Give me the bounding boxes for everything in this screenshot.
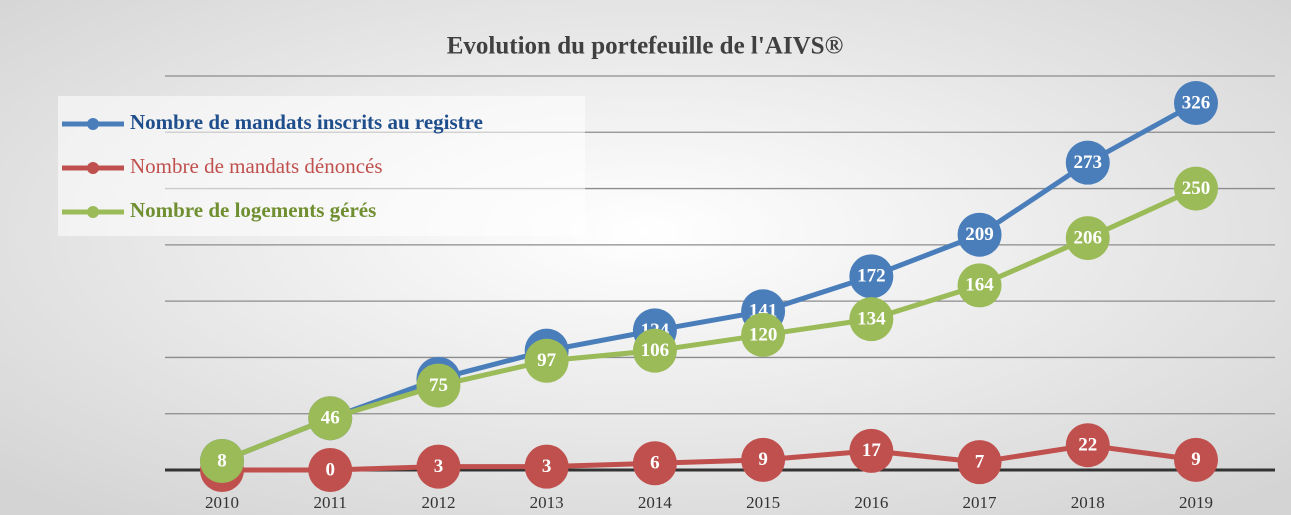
data-label: 17 bbox=[862, 440, 882, 461]
x-tick-label: 2010 bbox=[205, 493, 239, 512]
data-label: 3 bbox=[434, 456, 444, 477]
data-label: 209 bbox=[965, 224, 994, 245]
point-marker bbox=[741, 312, 786, 357]
data-label: 250 bbox=[1182, 178, 1211, 199]
data-label: 134 bbox=[857, 309, 886, 330]
point-marker bbox=[849, 297, 894, 342]
legend-label: Nombre de mandats inscrits au registre bbox=[130, 110, 483, 134]
point-marker bbox=[308, 448, 353, 492]
legend-label: Nombre de mandats dénoncés bbox=[130, 154, 383, 178]
point-marker bbox=[416, 444, 461, 489]
data-label: 7 bbox=[975, 451, 985, 472]
data-label: 273 bbox=[1074, 152, 1103, 173]
series-line bbox=[221, 186, 1198, 464]
data-label: 8 bbox=[217, 450, 227, 471]
point-marker bbox=[957, 263, 1002, 308]
point-marker bbox=[849, 428, 894, 473]
data-label: 206 bbox=[1074, 227, 1103, 248]
data-label: 164 bbox=[965, 275, 994, 296]
point-marker bbox=[849, 254, 894, 299]
x-tick-label: 2015 bbox=[746, 493, 780, 512]
data-label: 6 bbox=[650, 453, 660, 474]
data-label: 106 bbox=[641, 340, 670, 361]
x-tick-label: 2017 bbox=[963, 493, 998, 512]
x-tick-label: 2016 bbox=[854, 493, 888, 512]
point-marker bbox=[957, 440, 1002, 485]
point-marker bbox=[1174, 437, 1218, 482]
point-marker bbox=[1065, 140, 1110, 185]
data-label: 0 bbox=[325, 459, 335, 480]
chart-title: Evolution du portefeuille de l'AIVS® bbox=[447, 33, 844, 60]
legend-label: Nombre de logements gérés bbox=[130, 198, 376, 222]
data-label: 22 bbox=[1078, 435, 1097, 456]
data-label: 326 bbox=[1182, 92, 1211, 113]
series-line bbox=[221, 100, 1198, 464]
x-tick-label: 2019 bbox=[1179, 493, 1213, 512]
legend-box bbox=[58, 96, 585, 236]
data-label: 9 bbox=[758, 449, 768, 470]
point-marker bbox=[200, 438, 244, 483]
legend-marker bbox=[87, 118, 99, 130]
point-marker bbox=[1174, 81, 1218, 126]
x-tick-label: 2012 bbox=[421, 493, 455, 512]
x-tick-label: 2018 bbox=[1071, 493, 1105, 512]
point-marker bbox=[632, 441, 677, 486]
x-tick-label: 2014 bbox=[638, 493, 673, 512]
data-label: 9 bbox=[1191, 449, 1201, 470]
legend-marker bbox=[87, 162, 99, 174]
data-label: 172 bbox=[857, 266, 886, 287]
point-marker bbox=[308, 396, 353, 441]
point-marker bbox=[524, 338, 569, 383]
point-marker bbox=[632, 328, 677, 373]
data-label: 97 bbox=[537, 350, 557, 371]
legend-marker bbox=[87, 206, 99, 218]
x-tick-label: 2013 bbox=[530, 493, 564, 512]
point-marker bbox=[1065, 216, 1110, 261]
point-marker bbox=[957, 212, 1002, 257]
data-label: 120 bbox=[749, 324, 778, 345]
x-tick-label: 2011 bbox=[314, 493, 347, 512]
point-marker bbox=[741, 437, 786, 482]
point-marker bbox=[524, 444, 569, 489]
data-label: 75 bbox=[429, 375, 448, 396]
data-label: 3 bbox=[542, 456, 552, 477]
data-label: 46 bbox=[321, 408, 340, 429]
series-line bbox=[222, 442, 1197, 473]
point-marker bbox=[1174, 166, 1218, 211]
point-marker bbox=[1065, 423, 1110, 468]
point-marker bbox=[416, 363, 461, 408]
